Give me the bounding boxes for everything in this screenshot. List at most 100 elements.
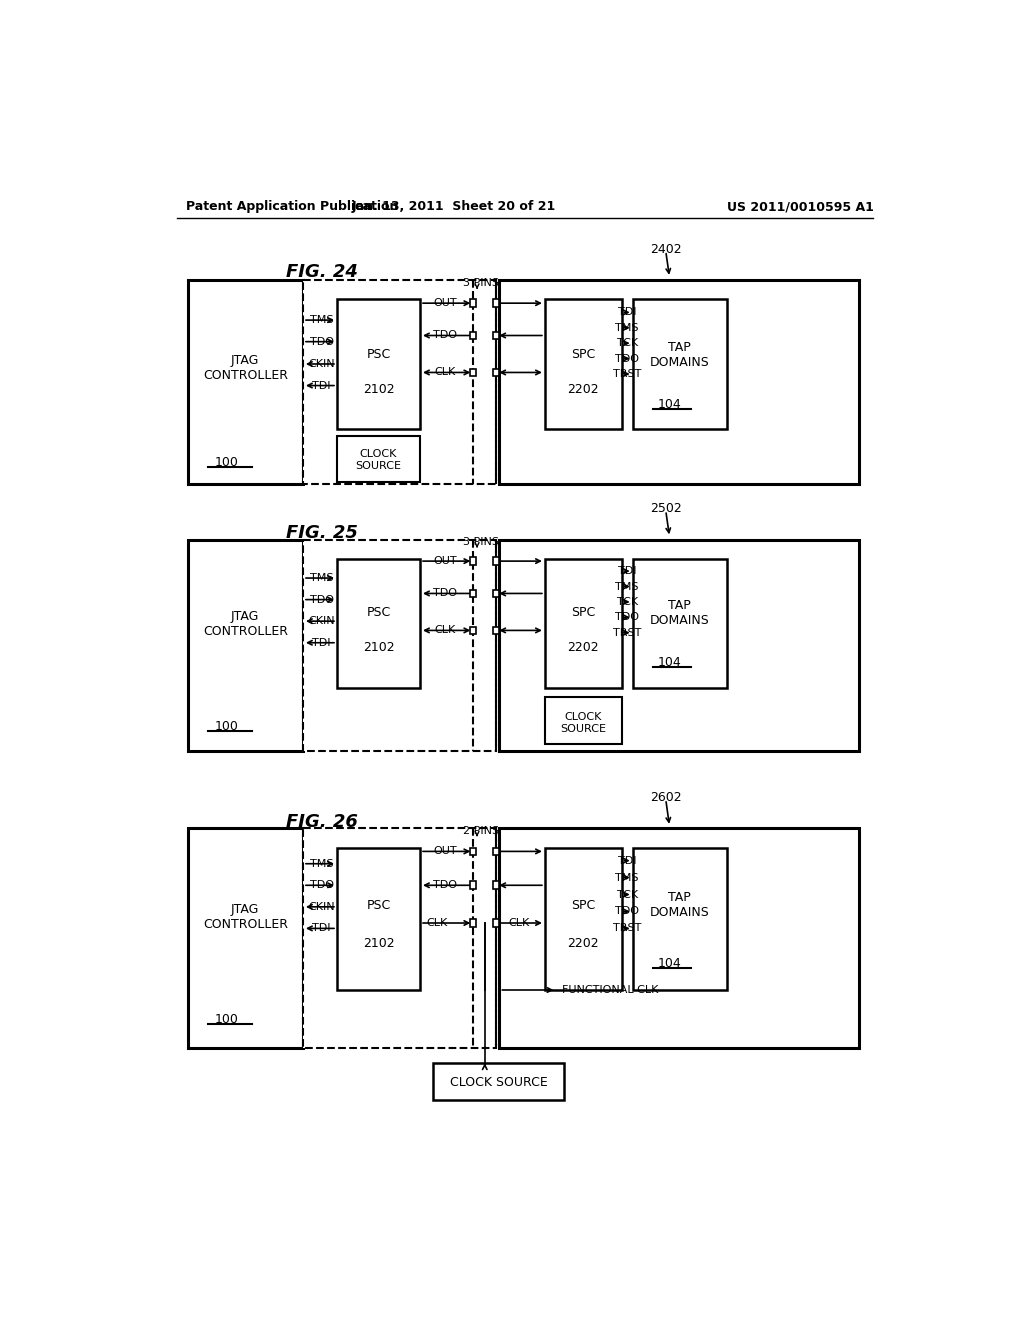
Bar [633, 847, 727, 990]
Text: 104: 104 [657, 656, 681, 669]
Text: TCK: TCK [616, 597, 638, 607]
Bar [494, 882, 500, 890]
Text: FIG. 25: FIG. 25 [286, 524, 357, 543]
Bar [545, 847, 622, 990]
Text: TDO: TDO [433, 880, 457, 890]
Text: 3 PINS: 3 PINS [463, 279, 499, 288]
Bar [470, 590, 476, 597]
Text: 2202: 2202 [567, 937, 599, 950]
Text: TDO: TDO [615, 612, 639, 622]
Text: TDO: TDO [309, 880, 334, 890]
Text: 2102: 2102 [362, 383, 394, 396]
Bar [545, 558, 622, 688]
Bar [470, 300, 476, 308]
Text: TMS: TMS [310, 859, 333, 869]
Text: CLOCK SOURCE: CLOCK SOURCE [450, 1076, 548, 1089]
Bar [499, 540, 859, 751]
Text: TCK: TCK [616, 338, 638, 348]
Text: TMS: TMS [615, 323, 639, 333]
Text: Jan. 13, 2011  Sheet 20 of 21: Jan. 13, 2011 Sheet 20 of 21 [352, 201, 556, 214]
Text: TAP
DOMAINS: TAP DOMAINS [649, 341, 710, 368]
Bar [499, 829, 859, 1048]
Text: TCK: TCK [616, 890, 638, 899]
Text: TDI: TDI [312, 924, 331, 933]
Bar [187, 280, 303, 484]
Text: SPC: SPC [571, 348, 595, 362]
Bar [303, 829, 496, 1048]
Text: TMS: TMS [310, 573, 333, 583]
Bar [470, 557, 476, 565]
Text: 2202: 2202 [567, 383, 599, 396]
Bar [337, 558, 420, 688]
Text: PSC: PSC [367, 348, 390, 362]
Text: CKIN: CKIN [308, 359, 335, 370]
Text: FIG. 24: FIG. 24 [286, 264, 357, 281]
Bar [494, 557, 500, 565]
Text: US 2011/0010595 A1: US 2011/0010595 A1 [727, 201, 873, 214]
Bar [337, 847, 420, 990]
Text: TDO: TDO [433, 589, 457, 598]
Bar [494, 847, 500, 855]
Text: CLK: CLK [434, 367, 456, 378]
Text: TDO: TDO [309, 594, 334, 605]
Text: CLK: CLK [434, 626, 456, 635]
Text: 2402: 2402 [650, 243, 682, 256]
Text: TDO: TDO [615, 907, 639, 916]
Text: 2 PINS: 2 PINS [463, 825, 499, 836]
Bar [337, 300, 420, 429]
Text: TDI: TDI [312, 638, 331, 648]
Text: CKIN: CKIN [308, 902, 335, 912]
Text: TDI: TDI [617, 855, 637, 866]
Text: TMS: TMS [310, 315, 333, 325]
Bar [545, 300, 622, 429]
Bar [470, 882, 476, 890]
Bar [303, 540, 496, 751]
Text: TRST: TRST [613, 628, 641, 638]
Text: TDI: TDI [617, 308, 637, 317]
Text: TDO: TDO [433, 330, 457, 341]
Bar [633, 558, 727, 688]
Text: 2602: 2602 [650, 791, 682, 804]
Text: CLK: CLK [509, 917, 530, 928]
Text: TDO: TDO [309, 337, 334, 347]
Text: 2502: 2502 [650, 502, 682, 515]
Bar [633, 300, 727, 429]
Bar [470, 919, 476, 927]
Text: 104: 104 [657, 957, 681, 970]
Text: 2102: 2102 [362, 640, 394, 653]
Text: 104: 104 [657, 399, 681, 412]
Bar [187, 829, 303, 1048]
Bar [470, 627, 476, 635]
Text: JTAG
CONTROLLER: JTAG CONTROLLER [203, 354, 288, 381]
Text: TMS: TMS [615, 873, 639, 883]
Bar [470, 331, 476, 339]
Text: JTAG
CONTROLLER: JTAG CONTROLLER [203, 610, 288, 639]
Text: PSC: PSC [367, 899, 390, 912]
Text: 2102: 2102 [362, 937, 394, 950]
Text: OUT: OUT [433, 298, 457, 308]
Text: CKIN: CKIN [308, 616, 335, 626]
Text: 3 PINS: 3 PINS [463, 537, 499, 546]
Bar [187, 540, 303, 751]
Text: TRST: TRST [613, 370, 641, 379]
Text: TMS: TMS [615, 582, 639, 591]
Text: SPC: SPC [571, 606, 595, 619]
Text: FUNCTIONAL CLK: FUNCTIONAL CLK [562, 985, 658, 995]
Text: JTAG
CONTROLLER: JTAG CONTROLLER [203, 903, 288, 931]
Text: CLOCK
SOURCE: CLOCK SOURCE [560, 711, 606, 734]
Bar [494, 368, 500, 376]
Bar [337, 436, 420, 482]
Text: PSC: PSC [367, 606, 390, 619]
Bar [494, 590, 500, 597]
Bar [303, 280, 496, 484]
Text: OUT: OUT [433, 846, 457, 857]
Bar [494, 627, 500, 635]
Text: 100: 100 [215, 455, 239, 469]
Bar [470, 368, 476, 376]
Bar [499, 280, 859, 484]
Text: TDI: TDI [312, 380, 331, 391]
Text: FIG. 26: FIG. 26 [286, 813, 357, 832]
Bar [545, 697, 622, 743]
Text: SPC: SPC [571, 899, 595, 912]
Text: 100: 100 [215, 721, 239, 733]
